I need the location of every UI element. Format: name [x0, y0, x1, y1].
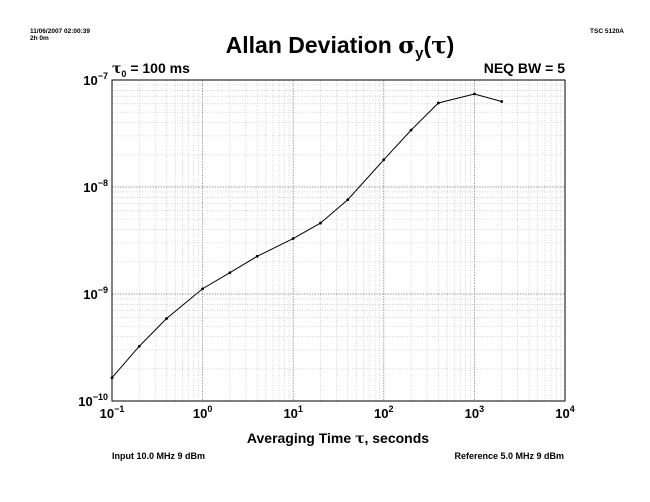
x-tick-label: 103 [465, 404, 484, 421]
y-tick-label: 10−9 [83, 285, 108, 302]
data-point [500, 100, 504, 103]
chart-title: Allan Deviation σy(τ) [226, 32, 455, 62]
data-point [165, 317, 168, 320]
tau0-subscript: 0 [121, 69, 126, 79]
y-tick-exponent: −8 [98, 178, 108, 188]
y-tick-base: 10 [83, 287, 97, 302]
y-tick-label: 10−10 [78, 392, 108, 409]
tau0-annotation: τ0 = 100 ms [112, 60, 190, 79]
y-tick-base: 10 [78, 394, 92, 409]
y-tick-label: 10−7 [83, 71, 108, 88]
data-point [436, 101, 440, 105]
x-axis-label-suffix: , seconds [364, 430, 429, 446]
y-tick-exponent: −9 [98, 285, 108, 295]
x-axis-label-prefix: Averaging Time [247, 430, 355, 446]
data-point [382, 158, 386, 162]
x-tick-exponent: 1 [298, 404, 303, 414]
data-point [291, 237, 295, 240]
x-tick-label: 101 [283, 404, 302, 421]
x-tick-label: 10−1 [100, 404, 125, 421]
neq-bandwidth: NEQ BW = 5 [484, 60, 566, 76]
x-tick-base: 10 [283, 406, 297, 421]
tau0-value: = 100 ms [126, 60, 190, 76]
y-tick-base: 10 [83, 180, 97, 195]
x-tick-exponent: 3 [479, 404, 484, 414]
data-point [255, 254, 259, 258]
x-tick-label: 104 [555, 404, 574, 421]
data-point [137, 344, 141, 348]
data-point [201, 287, 205, 291]
chart-title-main: Allan Deviation [226, 32, 399, 58]
tau0-symbol: τ [112, 61, 121, 77]
x-tick-base: 10 [193, 406, 207, 421]
x-axis-label: Averaging Time τ, seconds [247, 430, 429, 447]
instrument-model: TSC 5120A [590, 28, 624, 35]
data-point [228, 271, 232, 275]
reference-signal-info: Reference 5.0 MHz 9 dBm [454, 451, 564, 461]
chart-title-tau: τ [431, 32, 446, 59]
x-tick-exponent: 2 [389, 404, 394, 414]
series-line [111, 93, 502, 379]
data-point [473, 92, 476, 96]
data-point [110, 376, 114, 380]
y-tick-exponent: −10 [93, 392, 108, 402]
x-tick-exponent: 4 [570, 404, 575, 414]
measurement-duration: 2h 0m [30, 35, 49, 42]
chart-title-paren-close: ) [447, 32, 455, 58]
input-signal-info: Input 10.0 MHz 9 dBm [112, 451, 206, 461]
y-tick-base: 10 [83, 73, 97, 88]
chart-title-sigma: σ [398, 32, 415, 59]
data-point [409, 128, 413, 132]
chart-title-paren-open: ( [424, 32, 432, 58]
x-tick-exponent: −1 [114, 404, 124, 414]
y-tick-label: 10−8 [83, 178, 108, 195]
x-tick-labels: 10−1 100 101 102 103 104 [100, 404, 575, 421]
timestamp: 11/06/2007 02:00:39 [30, 28, 90, 35]
x-tick-base: 10 [100, 406, 114, 421]
x-tick-label: 102 [374, 404, 393, 421]
x-tick-base: 10 [374, 406, 388, 421]
x-tick-label: 100 [193, 404, 212, 421]
data-point [346, 198, 350, 202]
data-series [110, 92, 504, 380]
x-tick-base: 10 [555, 406, 569, 421]
x-tick-exponent: 0 [207, 404, 212, 414]
x-axis-label-tau: τ [355, 431, 364, 447]
plot-frame [111, 79, 566, 402]
grid-lines [111, 80, 565, 402]
x-tick-base: 10 [465, 406, 479, 421]
data-point [319, 221, 322, 225]
y-tick-exponent: −7 [98, 71, 108, 81]
chart-title-subscript: y [415, 45, 424, 62]
